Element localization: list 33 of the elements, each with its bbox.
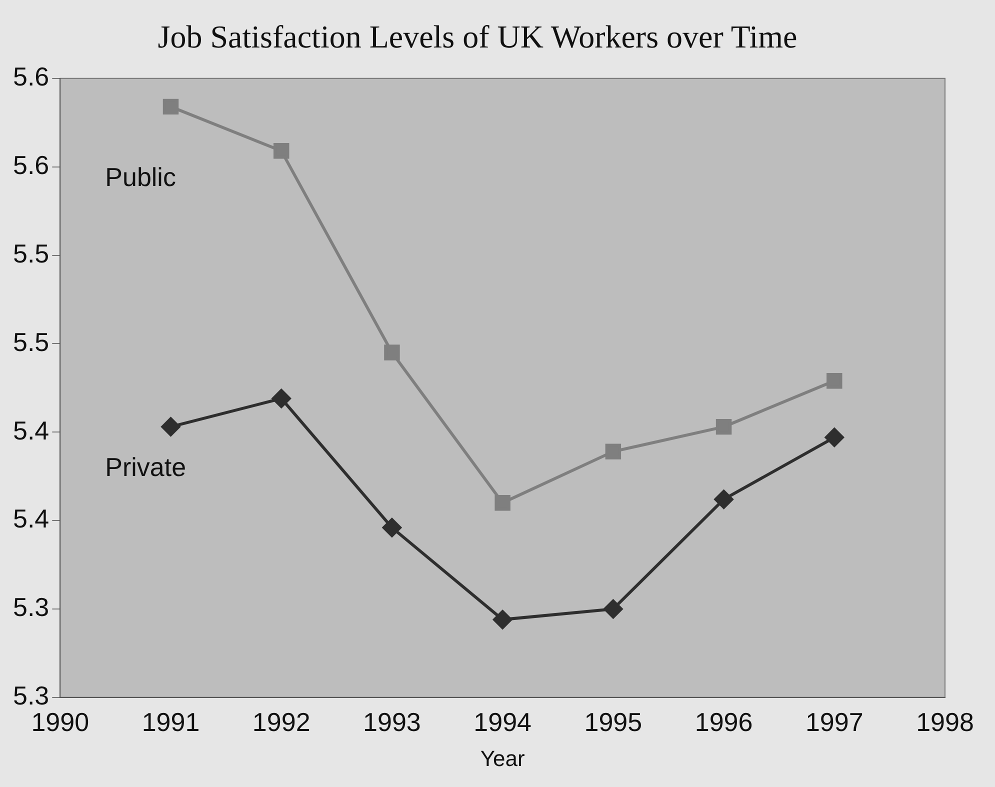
x-tick-label: 1997 — [805, 707, 864, 738]
y-tick-label: 5.6 — [12, 150, 50, 180]
x-tick-label: 1995 — [584, 707, 642, 738]
point — [382, 518, 402, 538]
point — [162, 98, 179, 115]
x-axis-title: Year — [480, 746, 525, 771]
x-tick-label: 1993 — [363, 707, 421, 738]
point — [604, 599, 623, 618]
point — [494, 494, 510, 511]
y-tick-label: 5.3 — [12, 592, 50, 622]
point — [272, 389, 291, 408]
point — [605, 444, 622, 460]
series-label: Public — [105, 162, 176, 192]
point — [384, 344, 400, 360]
point — [716, 418, 732, 435]
y-tick-label: 5.5 — [12, 326, 50, 357]
x-tick-label: 1991 — [142, 707, 200, 738]
point — [824, 428, 844, 447]
y-tick-label: 5.4 — [12, 415, 50, 446]
point — [273, 143, 290, 159]
chart-title: Job Satisfaction Levels of UK Workers over Time — [158, 18, 798, 55]
y-tick-label: 5.6 — [12, 62, 50, 92]
x-tick-label: 1998 — [916, 707, 974, 738]
point — [714, 490, 734, 509]
x-tick-label: 1994 — [474, 707, 532, 738]
series-label: Private — [105, 452, 186, 482]
point — [161, 417, 180, 436]
y-tick-label: 5.5 — [12, 238, 50, 268]
x-tick-label: 1992 — [252, 707, 310, 738]
x-tick-label: 1996 — [694, 707, 753, 738]
point — [493, 610, 512, 630]
y-tick-label: 5.4 — [12, 504, 50, 534]
point — [826, 372, 842, 389]
